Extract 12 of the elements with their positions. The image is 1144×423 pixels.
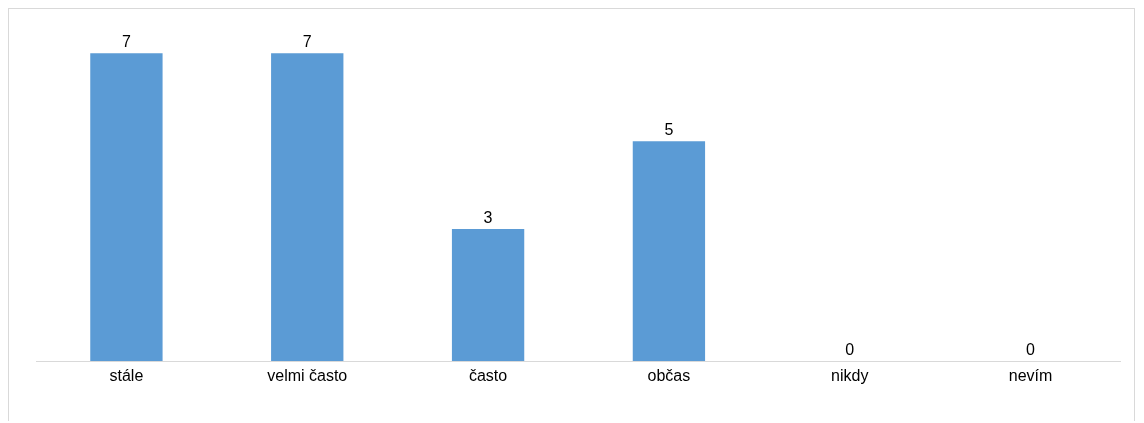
x-tick-label: velmi často xyxy=(267,367,348,385)
data-label: 0 xyxy=(1026,341,1036,358)
x-tick-label: stále xyxy=(109,367,144,385)
data-label: 5 xyxy=(664,121,674,139)
x-tick-label: často xyxy=(468,367,508,385)
x-tick-label: občas xyxy=(647,367,691,385)
x-tick-label: nevím xyxy=(1008,367,1053,385)
data-label: 7 xyxy=(302,33,312,51)
x-tick-label: nikdy xyxy=(831,367,869,385)
data-label: 0 xyxy=(845,341,855,358)
data-label: 3 xyxy=(483,209,493,227)
data-label: 7 xyxy=(121,33,131,51)
